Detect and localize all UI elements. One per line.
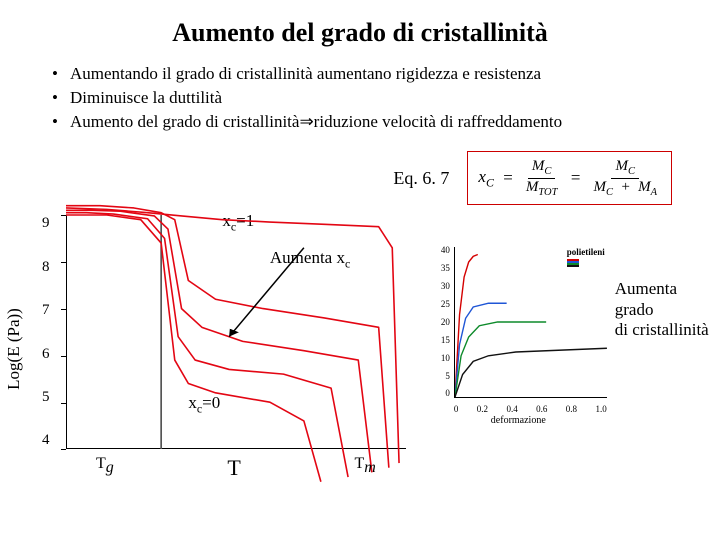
eq-equals: = bbox=[498, 168, 518, 188]
eq-lhs: xC bbox=[478, 167, 493, 190]
x-label-t: T bbox=[227, 455, 240, 481]
equation-row: Eq. 6. 7 xC = MC MTOT = MC MC + MA bbox=[0, 151, 672, 205]
page-title: Aumento del grado di cristallinità bbox=[0, 18, 720, 48]
modulus-vs-temperature-chart: Log(E (Pa)) 9 8 7 6 5 4 xc=1 bbox=[18, 209, 418, 489]
legend-item bbox=[567, 265, 605, 267]
eq-frac2: MC MC + MA bbox=[589, 158, 661, 198]
left-chart-svg bbox=[66, 215, 406, 449]
legend-swatch bbox=[567, 265, 579, 267]
right-plot-area: polietileni bbox=[454, 247, 607, 398]
x-axis-labels: Tg T Tm bbox=[66, 455, 406, 481]
x-label-tm: Tm bbox=[354, 455, 375, 481]
eq-equals: = bbox=[565, 168, 585, 188]
equation-box: xC = MC MTOT = MC MC + MA bbox=[467, 151, 672, 205]
x-label-tg: Tg bbox=[96, 455, 114, 481]
bullet-item: Aumentando il grado di cristallinità aum… bbox=[52, 62, 700, 86]
y-ticks: 9 8 7 6 5 4 bbox=[42, 215, 50, 449]
eq-frac1: MC MTOT bbox=[522, 158, 562, 198]
stress-strain-chart: 40 35 30 25 20 15 10 5 0 polietileni 0 0… bbox=[426, 245, 611, 420]
bullet-list: Aumentando il grado di cristallinità aum… bbox=[52, 62, 700, 133]
right-chart-svg bbox=[455, 247, 607, 397]
right-x-ticks: 0 0.2 0.4 0.6 0.8 1.0 bbox=[454, 404, 607, 414]
right-annotation: Aumenta grado di cristallinità bbox=[615, 279, 720, 340]
left-chart-plot-area: 9 8 7 6 5 4 xc=1 Aumenta xc xc=0 bbox=[66, 215, 406, 449]
right-y-ticks: 40 35 30 25 20 15 10 5 0 bbox=[436, 245, 450, 398]
bullet-item: Aumento del grado di cristallinità⇒riduz… bbox=[52, 110, 700, 134]
right-x-label: deformazione bbox=[491, 415, 546, 426]
legend-title: polietileni bbox=[567, 247, 605, 257]
bullet-item: Diminuisce la duttilità bbox=[52, 86, 700, 110]
right-legend: polietileni bbox=[567, 247, 605, 267]
y-axis-label: Log(E (Pa)) bbox=[4, 309, 24, 391]
equation-label: Eq. 6. 7 bbox=[393, 168, 449, 189]
